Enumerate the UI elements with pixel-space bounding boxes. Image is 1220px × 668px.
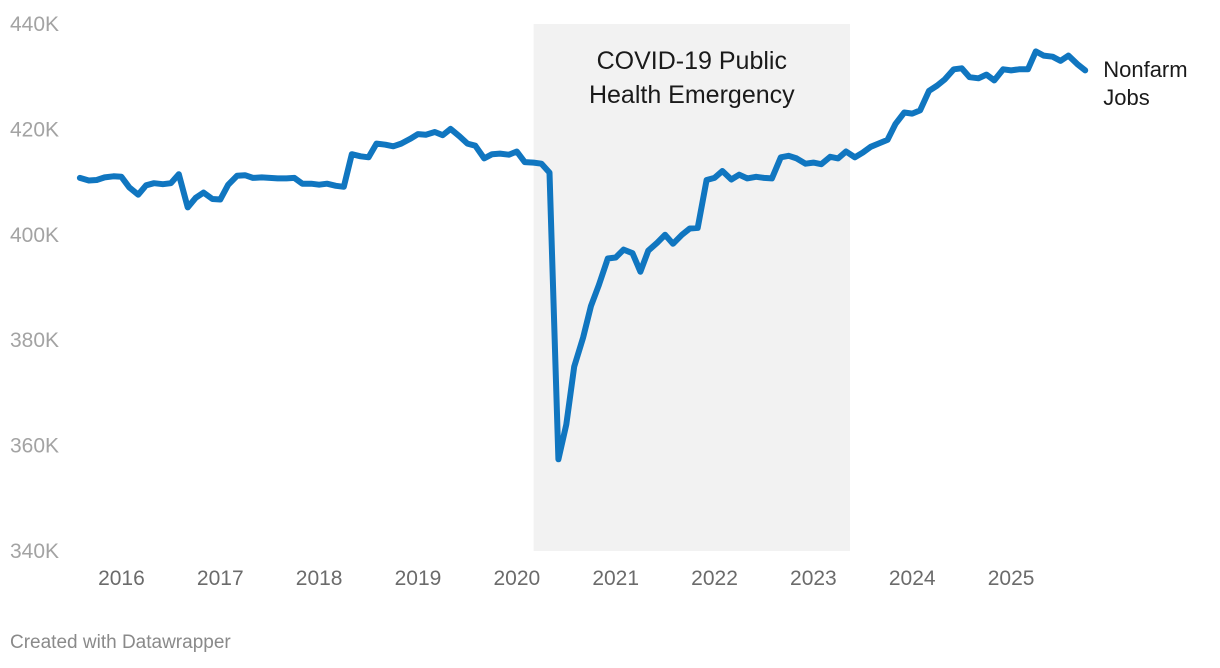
y-tick-label: 340K bbox=[10, 540, 59, 563]
y-tick-label: 400K bbox=[10, 224, 59, 247]
y-axis-ticks: 340K 360K 380K 400K 420K 440K bbox=[10, 13, 59, 563]
x-tick-label: 2017 bbox=[197, 567, 244, 590]
x-tick-label: 2022 bbox=[691, 567, 738, 590]
shaded-region-label-line-2: Health Emergency bbox=[589, 81, 795, 109]
x-tick-label: 2023 bbox=[790, 567, 837, 590]
x-tick-label: 2021 bbox=[592, 567, 639, 590]
shaded-region-label-line-1: COVID-19 Public bbox=[597, 47, 787, 75]
x-axis-ticks: 2016 2017 2018 2019 2020 2021 2022 2023 2024 2025 bbox=[98, 567, 1034, 590]
y-tick-label: 440K bbox=[10, 13, 59, 36]
shaded-region-covid bbox=[533, 24, 850, 551]
y-tick-label: 420K bbox=[10, 118, 59, 141]
x-tick-label: 2018 bbox=[296, 567, 343, 590]
x-tick-label: 2016 bbox=[98, 567, 145, 590]
x-tick-label: 2019 bbox=[395, 567, 442, 590]
series-line-nonfarm-jobs bbox=[76, 48, 1089, 463]
x-tick-label: 2025 bbox=[988, 567, 1035, 590]
series-label-line-2: Jobs bbox=[1103, 85, 1149, 110]
credit-text: Created with Datawrapper bbox=[10, 632, 231, 653]
y-tick-label: 380K bbox=[10, 329, 59, 352]
y-tick-label: 360K bbox=[10, 435, 59, 458]
x-tick-label: 2020 bbox=[493, 567, 540, 590]
x-tick-label: 2024 bbox=[889, 567, 936, 590]
series-label-line-1: Nonfarm bbox=[1103, 57, 1187, 82]
